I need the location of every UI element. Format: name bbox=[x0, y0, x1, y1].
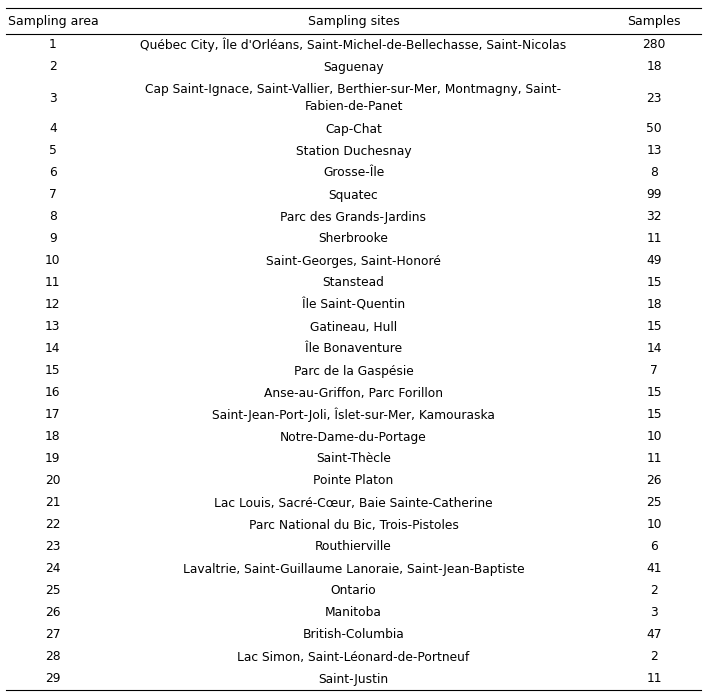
Text: Sampling area: Sampling area bbox=[8, 15, 98, 27]
Text: 3: 3 bbox=[650, 607, 658, 620]
Text: Île Saint-Quentin: Île Saint-Quentin bbox=[302, 299, 405, 311]
Text: 11: 11 bbox=[646, 672, 662, 685]
Text: 99: 99 bbox=[646, 188, 662, 202]
Text: 10: 10 bbox=[646, 431, 662, 443]
Text: 8: 8 bbox=[650, 167, 658, 179]
Text: 6: 6 bbox=[650, 540, 658, 554]
Text: Routhierville: Routhierville bbox=[315, 540, 392, 554]
Text: Saint-Georges, Saint-Honoré: Saint-Georges, Saint-Honoré bbox=[266, 255, 441, 267]
Text: Squatec: Squatec bbox=[329, 188, 378, 202]
Text: 20: 20 bbox=[45, 475, 61, 487]
Text: 2: 2 bbox=[650, 584, 658, 597]
Text: 11: 11 bbox=[646, 452, 662, 466]
Text: British-Columbia: British-Columbia bbox=[303, 628, 404, 641]
Text: Grosse-Île: Grosse-Île bbox=[323, 167, 384, 179]
Text: 7: 7 bbox=[49, 188, 57, 202]
Text: 27: 27 bbox=[45, 628, 61, 641]
Text: 18: 18 bbox=[45, 431, 61, 443]
Text: 11: 11 bbox=[646, 232, 662, 246]
Text: Pointe Platon: Pointe Platon bbox=[313, 475, 394, 487]
Text: 2: 2 bbox=[650, 651, 658, 664]
Text: Cap Saint-Ignace, Saint-Vallier, Berthier-sur-Mer, Montmagny, Saint-
Fabien-de-P: Cap Saint-Ignace, Saint-Vallier, Berthie… bbox=[146, 84, 561, 112]
Text: Saint-Jean-Port-Joli, Îslet-sur-Mer, Kamouraska: Saint-Jean-Port-Joli, Îslet-sur-Mer, Kam… bbox=[212, 408, 495, 422]
Text: Parc National du Bic, Trois-Pistoles: Parc National du Bic, Trois-Pistoles bbox=[249, 519, 458, 531]
Text: 10: 10 bbox=[45, 255, 61, 267]
Text: 50: 50 bbox=[646, 123, 662, 135]
Text: Cap-Chat: Cap-Chat bbox=[325, 123, 382, 135]
Text: 24: 24 bbox=[45, 563, 61, 575]
Text: 1: 1 bbox=[49, 38, 57, 52]
Text: 23: 23 bbox=[45, 540, 61, 554]
Text: 32: 32 bbox=[646, 211, 662, 223]
Text: 21: 21 bbox=[45, 496, 61, 510]
Text: 15: 15 bbox=[646, 320, 662, 334]
Text: 6: 6 bbox=[49, 167, 57, 179]
Text: 19: 19 bbox=[45, 452, 61, 466]
Text: Stanstead: Stanstead bbox=[322, 276, 385, 290]
Text: 7: 7 bbox=[650, 364, 658, 378]
Text: 28: 28 bbox=[45, 651, 61, 664]
Text: 9: 9 bbox=[49, 232, 57, 246]
Text: Anse-au-Griffon, Parc Forillon: Anse-au-Griffon, Parc Forillon bbox=[264, 387, 443, 399]
Text: Ontario: Ontario bbox=[331, 584, 376, 597]
Text: 26: 26 bbox=[45, 607, 61, 620]
Text: 29: 29 bbox=[45, 672, 61, 685]
Text: 8: 8 bbox=[49, 211, 57, 223]
Text: 13: 13 bbox=[646, 144, 662, 158]
Text: Notre-Dame-du-Portage: Notre-Dame-du-Portage bbox=[280, 431, 427, 443]
Text: Lac Simon, Saint-Léonard-de-Portneuf: Lac Simon, Saint-Léonard-de-Portneuf bbox=[238, 651, 469, 664]
Text: 15: 15 bbox=[646, 408, 662, 422]
Text: Station Duchesnay: Station Duchesnay bbox=[296, 144, 411, 158]
Text: 10: 10 bbox=[646, 519, 662, 531]
Text: 14: 14 bbox=[45, 343, 61, 355]
Text: Samples: Samples bbox=[627, 15, 681, 27]
Text: 25: 25 bbox=[646, 496, 662, 510]
Text: 41: 41 bbox=[646, 563, 662, 575]
Text: Parc de la Gaspésie: Parc de la Gaspésie bbox=[293, 364, 414, 378]
Text: 17: 17 bbox=[45, 408, 61, 422]
Text: Saint-Justin: Saint-Justin bbox=[318, 672, 389, 685]
Text: 15: 15 bbox=[646, 276, 662, 290]
Text: Lavaltrie, Saint-Guillaume Lanoraie, Saint-Jean-Baptiste: Lavaltrie, Saint-Guillaume Lanoraie, Sai… bbox=[182, 563, 525, 575]
Text: 25: 25 bbox=[45, 584, 61, 597]
Text: Saguenay: Saguenay bbox=[323, 61, 384, 73]
Text: 49: 49 bbox=[646, 255, 662, 267]
Text: Gatineau, Hull: Gatineau, Hull bbox=[310, 320, 397, 334]
Text: Parc des Grands-Jardins: Parc des Grands-Jardins bbox=[281, 211, 426, 223]
Text: 5: 5 bbox=[49, 144, 57, 158]
Text: 18: 18 bbox=[646, 299, 662, 311]
Text: 2: 2 bbox=[49, 61, 57, 73]
Text: Lac Louis, Sacré-Cœur, Baie Sainte-Catherine: Lac Louis, Sacré-Cœur, Baie Sainte-Cathe… bbox=[214, 496, 493, 510]
Text: Sampling sites: Sampling sites bbox=[308, 15, 399, 27]
Text: 23: 23 bbox=[646, 91, 662, 105]
Text: 22: 22 bbox=[45, 519, 61, 531]
Text: 18: 18 bbox=[646, 61, 662, 73]
Text: 16: 16 bbox=[45, 387, 61, 399]
Text: 26: 26 bbox=[646, 475, 662, 487]
Text: 3: 3 bbox=[49, 91, 57, 105]
Text: 13: 13 bbox=[45, 320, 61, 334]
Text: 12: 12 bbox=[45, 299, 61, 311]
Text: Québec City, Île d'Orléans, Saint-Michel-de-Bellechasse, Saint-Nicolas: Québec City, Île d'Orléans, Saint-Michel… bbox=[141, 38, 566, 52]
Text: 47: 47 bbox=[646, 628, 662, 641]
Text: Manitoba: Manitoba bbox=[325, 607, 382, 620]
Text: 14: 14 bbox=[646, 343, 662, 355]
Text: 15: 15 bbox=[45, 364, 61, 378]
Text: 15: 15 bbox=[646, 387, 662, 399]
Text: Île Bonaventure: Île Bonaventure bbox=[305, 343, 402, 355]
Text: 4: 4 bbox=[49, 123, 57, 135]
Text: 280: 280 bbox=[643, 38, 666, 52]
Text: Sherbrooke: Sherbrooke bbox=[319, 232, 388, 246]
Text: 11: 11 bbox=[45, 276, 61, 290]
Text: Saint-Thècle: Saint-Thècle bbox=[316, 452, 391, 466]
